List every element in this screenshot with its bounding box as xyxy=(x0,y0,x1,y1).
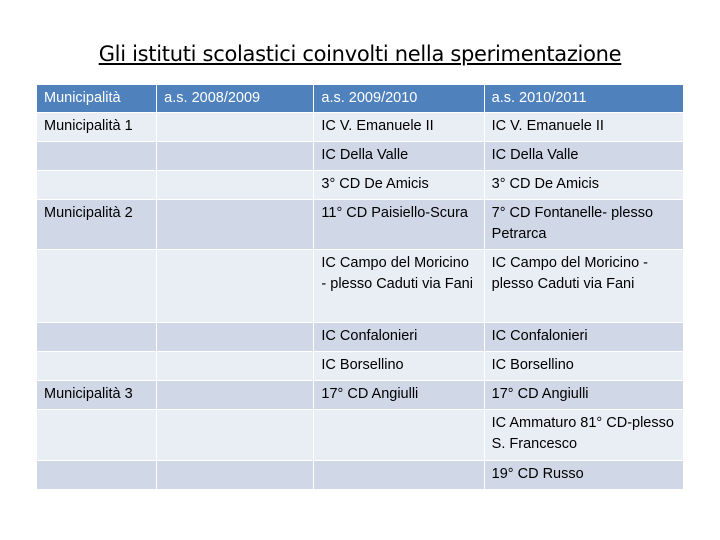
table-cell: IC Campo del Moricino - plesso Caduti vi… xyxy=(483,249,685,323)
column-header: Municipalità xyxy=(35,84,158,113)
table-cell: 19° CD Russo xyxy=(483,460,685,490)
table-cell xyxy=(156,170,315,200)
table-cell: IC V. Emanuele II xyxy=(483,112,685,142)
table-cell: IC Confalonieri xyxy=(483,322,685,352)
table-cell xyxy=(156,141,315,171)
table-row: IC Campo del Moricino - plesso Caduti vi… xyxy=(35,249,685,323)
table-cell: IC Della Valle xyxy=(313,141,485,171)
table-row: IC Ammaturo 81° CD-plesso S. Francesco xyxy=(35,409,685,461)
table-row: 3° CD De Amicis 3° CD De Amicis xyxy=(35,170,685,200)
table-cell xyxy=(156,380,315,410)
table-cell xyxy=(156,351,315,381)
table-cell: Municipalità 2 xyxy=(35,199,158,250)
table-cell xyxy=(35,170,158,200)
column-header: a.s. 2009/2010 xyxy=(313,84,485,113)
table-cell xyxy=(156,460,315,490)
column-header: a.s. 2010/2011 xyxy=(483,84,685,113)
table-cell: 3° CD De Amicis xyxy=(313,170,485,200)
table-row: IC Della Valle IC Della Valle xyxy=(35,141,685,171)
table-cell: 7° CD Fontanelle- plesso Petrarca xyxy=(483,199,685,250)
table-cell: Municipalità 1 xyxy=(35,112,158,142)
table-cell: 17° CD Angiulli xyxy=(313,380,485,410)
table-cell: Municipalità 3 xyxy=(35,380,158,410)
table-cell xyxy=(156,199,315,250)
table-cell xyxy=(313,409,485,461)
table-cell xyxy=(313,460,485,490)
table-cell xyxy=(156,409,315,461)
table-cell: IC Confalonieri xyxy=(313,322,485,352)
table-cell: IC V. Emanuele II xyxy=(313,112,485,142)
table-row: Municipalità 3 17° CD Angiulli 17° CD Angi… xyxy=(35,380,685,410)
table-cell: IC Della Valle xyxy=(483,141,685,171)
table-cell xyxy=(156,249,315,323)
table-cell xyxy=(35,141,158,171)
table-cell: IC Ammaturo 81° CD-plesso S. Francesco xyxy=(483,409,685,461)
table-row: IC Confalonieri IC Confalonieri xyxy=(35,322,685,352)
table-row: IC Borsellino IC Borsellino xyxy=(35,351,685,381)
table-row: Municipalità 2 11° CD Paisiello-Scura 7° C… xyxy=(35,199,685,250)
table-row: Municipalità 1 IC V. Emanuele II IC V. Ema… xyxy=(35,112,685,142)
table-cell xyxy=(35,460,158,490)
table-cell: IC Borsellino xyxy=(483,351,685,381)
title: Gli istituti scolastici coinvolti nella … xyxy=(98,42,622,66)
table-cell: 17° CD Angiulli xyxy=(483,380,685,410)
table-cell xyxy=(35,351,158,381)
table-cell xyxy=(156,112,315,142)
column-header: a.s. 2008/2009 xyxy=(156,84,315,113)
table-cell xyxy=(35,322,158,352)
table-cell: 3° CD De Amicis xyxy=(483,170,685,200)
table-cell: 11° CD Paisiello-Scura xyxy=(313,199,485,250)
table-cell: IC Borsellino xyxy=(313,351,485,381)
table-cell: IC Campo del Moricino - plesso Caduti vi… xyxy=(313,249,485,323)
table-cell xyxy=(35,249,158,323)
schools-table: Municipalità a.s. 2008/2009 a.s. 2009/2010… xyxy=(35,84,685,490)
table-cell xyxy=(156,322,315,352)
header-row: Municipalità a.s. 2008/2009 a.s. 2009/2010… xyxy=(35,84,685,113)
table-row: 19° CD Russo xyxy=(35,460,685,490)
table-cell xyxy=(35,409,158,461)
